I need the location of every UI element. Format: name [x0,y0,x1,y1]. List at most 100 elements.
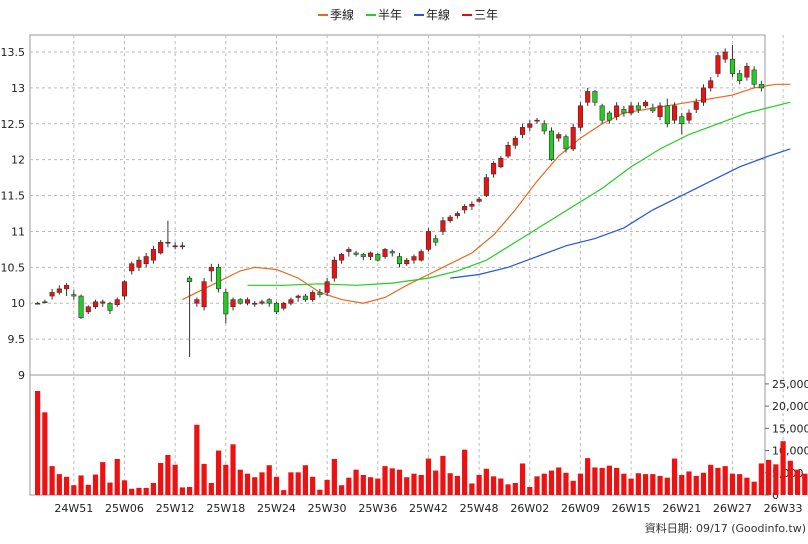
candle-body [165,241,171,244]
x-tick-label: 26W02 [510,502,549,515]
volume-bar [121,480,128,495]
candle-body [447,216,453,221]
volume-bar [614,467,620,495]
ma-half-line [247,101,791,286]
x-tick-label: 25W48 [460,502,499,515]
candle-body [216,267,222,290]
volume-bar [259,472,265,495]
volume-bar [179,487,185,495]
price-tick-label: 13.5 [1,46,26,59]
candle-body [729,58,735,74]
volume-bar [585,458,591,495]
candle-body [172,245,178,248]
volume-tick-label: 20,000 [772,400,808,413]
volume-bar [338,485,345,495]
volume-bar [729,473,736,495]
candle-body [425,231,431,250]
x-tick-label: 25W06 [105,502,144,515]
volume-bar [223,464,229,495]
candle-body [92,301,99,308]
candle-body [433,238,439,243]
volume-bar [382,466,388,495]
volume-bar [389,468,395,495]
volume-bar [360,475,366,495]
candle-body [498,157,504,168]
candle-body [722,51,728,60]
volume-bars [35,391,808,495]
volume-bar [642,474,649,495]
volume-bar [519,463,526,495]
volume-bar [71,485,77,495]
volume-bar [454,475,461,495]
volume-bar [56,474,62,495]
candle-body [78,295,84,318]
volume-bar [476,475,482,495]
price-tick-label: 11 [11,225,25,238]
volume-bar [136,487,142,495]
volume-bar [794,469,801,495]
candle-body [664,105,670,125]
candle-body [758,84,764,89]
candle-body [599,105,605,121]
x-tick-label: 25W24 [257,502,296,515]
candle-body [273,302,280,313]
volume-bar [708,464,714,495]
candle-body [230,299,236,308]
x-tick-label: 26W27 [713,502,752,515]
volume-bar [483,468,489,495]
volume-bar [556,467,562,495]
candle-body [324,281,330,293]
legend-label: 年線 [426,7,450,22]
ma-year-line [450,148,791,279]
candle-body [317,292,323,295]
volume-bar [194,424,200,495]
volume-bar [317,489,323,495]
candle-body [505,145,511,157]
volume-bar [433,470,439,495]
candle-body [71,294,77,297]
volume-bar [715,467,721,495]
candle-body [295,295,301,298]
price-tick-label: 12 [11,154,25,167]
x-tick-label: 26W09 [561,502,600,515]
volume-bar [527,487,533,495]
candle-body [208,267,214,272]
volume-tick-label: 15,000 [772,422,808,435]
candle-body [556,134,562,139]
candle-body [751,69,757,85]
volume-bar [63,476,70,495]
candle-body [150,249,156,261]
candle-body [519,127,526,135]
price-tick-label: 12.5 [1,118,26,131]
candle-body [404,259,410,265]
volume-bar [244,473,251,495]
volume-bar [288,472,294,495]
legend-label: 半年 [378,8,402,22]
candle-body [237,299,243,304]
candle-body [288,299,294,304]
candle-body [281,302,287,309]
volume-bar [512,483,518,495]
volume-bar [273,476,280,495]
candle-body [201,281,207,308]
candle-body [346,249,352,252]
volume-bar [802,473,808,495]
candle-body [657,105,663,117]
volume-bar [215,450,222,495]
candle-body [744,66,750,78]
candle-body [679,116,685,125]
candle-body [577,105,583,128]
candle-body [302,295,308,300]
candle-body [462,206,468,211]
candle-body [368,252,374,257]
candle-body [643,101,649,107]
volume-bar [758,463,764,495]
volume-bar [686,471,692,495]
candle-body [389,251,395,254]
candle-body [585,91,591,103]
candle-body [635,105,641,110]
candle-body [259,301,265,304]
volume-bar [548,470,555,495]
candle-body [628,105,634,114]
